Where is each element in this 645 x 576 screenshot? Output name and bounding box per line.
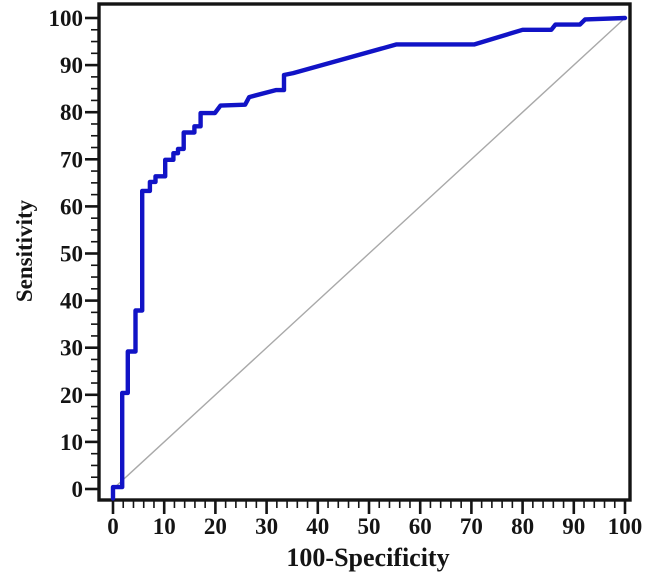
x-tick-label: 40 — [306, 514, 329, 539]
y-tick-label: 90 — [60, 53, 83, 78]
x-tick-label: 0 — [107, 514, 119, 539]
y-tick-label: 30 — [60, 336, 83, 361]
x-tick-label: 50 — [358, 514, 381, 539]
plot-frame — [97, 2, 632, 502]
x-tick-label: 70 — [460, 514, 483, 539]
y-tick-label: 0 — [72, 477, 84, 502]
y-tick-label: 20 — [60, 383, 83, 408]
x-tick-label: 30 — [255, 514, 278, 539]
y-axis-title: Sensitivity — [12, 199, 37, 303]
x-tick-label: 10 — [153, 514, 176, 539]
y-tick-label: 100 — [49, 6, 84, 31]
x-axis-title: 100-Specificity — [286, 543, 450, 572]
y-tick-label: 70 — [60, 147, 83, 172]
y-tick-label: 10 — [60, 430, 83, 455]
y-tick-label: 80 — [60, 100, 83, 125]
x-tick-label: 20 — [204, 514, 227, 539]
y-tick-label: 60 — [60, 194, 83, 219]
x-tick-label: 90 — [562, 514, 585, 539]
y-tick-label: 40 — [60, 289, 83, 314]
x-tick-label: 100 — [608, 514, 643, 539]
x-tick-label: 80 — [511, 514, 534, 539]
y-tick-label: 50 — [60, 242, 83, 267]
x-tick-label: 60 — [409, 514, 432, 539]
reference-diagonal — [112, 17, 626, 490]
roc-curve — [110, 15, 628, 501]
